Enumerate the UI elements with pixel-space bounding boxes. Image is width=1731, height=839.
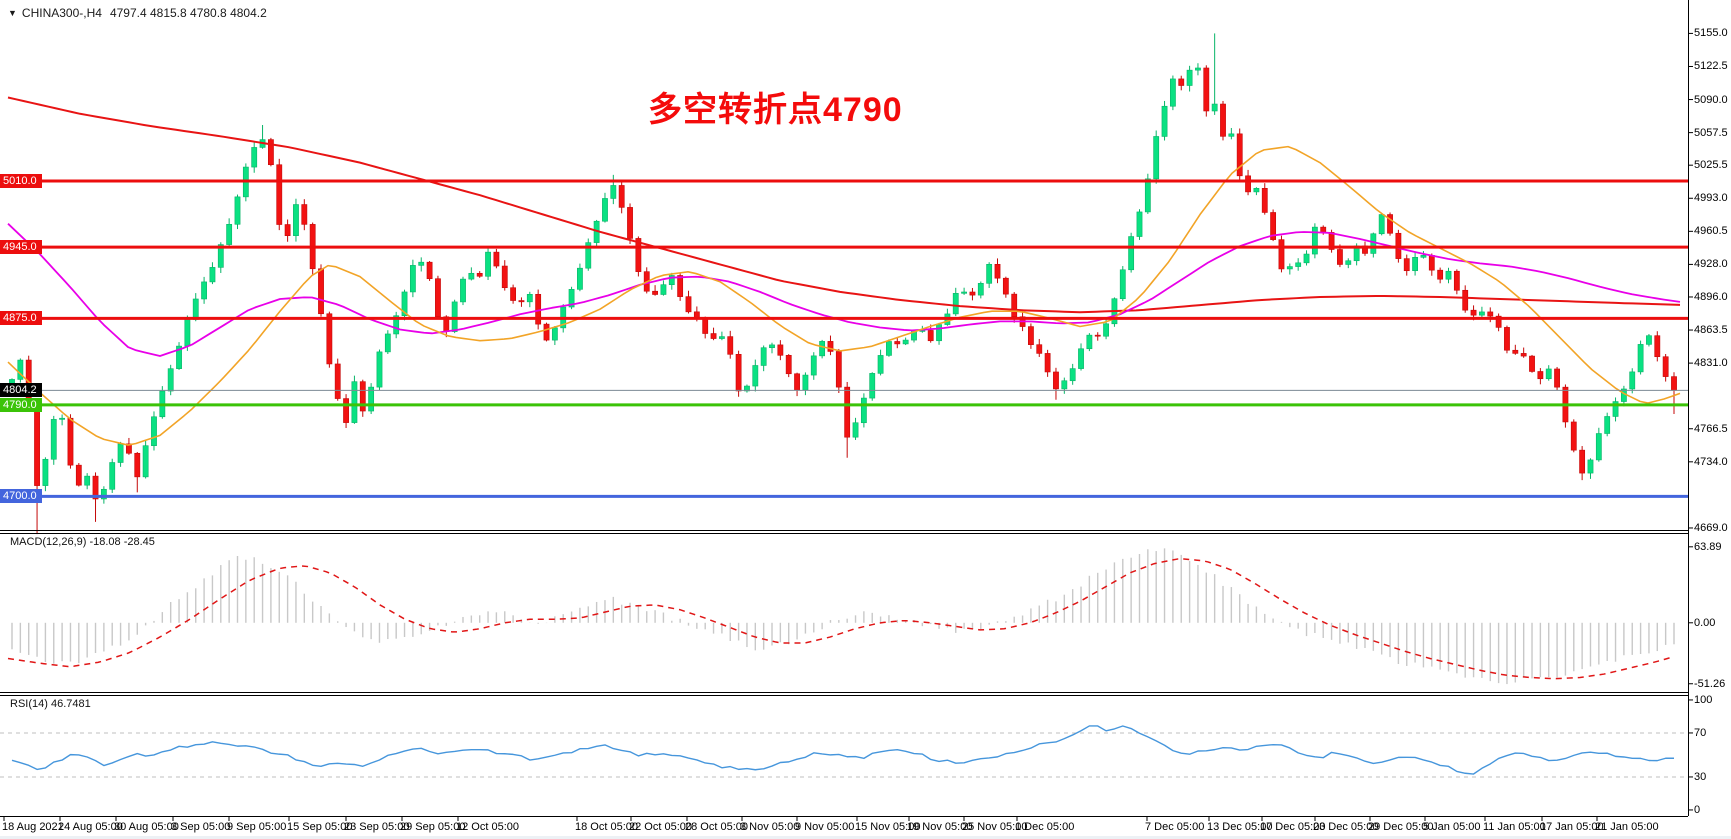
time-axis-label: 17 Jan 05:00 [1540, 821, 1604, 833]
current-price-label: 4804.2 [0, 383, 42, 398]
time-axis-label: 25 Nov 05:00 [962, 821, 1028, 833]
panel-borders [0, 0, 1689, 817]
macd-axis-label: -51.26 [1694, 677, 1726, 690]
price-axis-label: 4993.0 [1694, 192, 1728, 205]
hline-price-label: 4875.0 [0, 311, 42, 326]
time-axis-label: 15 Sep 05:00 [287, 821, 353, 833]
price-axis-label: 4669.0 [1694, 521, 1728, 534]
moving-average-ma-fast [7, 145, 1681, 446]
price-axis-label: 4831.0 [1694, 357, 1728, 370]
time-axis-label: 28 Oct 05:00 [685, 821, 748, 833]
moving-average-ma-slow [7, 96, 1681, 314]
macd-indicator-label: MACD(12,26,9) -18.08 -28.45 [10, 536, 155, 548]
time-axis-label: 1 Dec 05:00 [1015, 821, 1075, 833]
time-axis-label: 30 Aug 05:00 [114, 821, 179, 833]
price-axis-label: 5025.5 [1694, 159, 1728, 172]
price-axis-label: 4896.0 [1694, 290, 1728, 303]
hline-price-label: 4945.0 [0, 240, 42, 255]
time-axis-label: 7 Dec 05:00 [1145, 821, 1205, 833]
rsi-axis-label: 100 [1694, 693, 1713, 706]
time-axis-label: 19 Nov 05:00 [907, 821, 973, 833]
macd-axis-label: 63.89 [1694, 540, 1722, 553]
time-axis-label: 22 Oct 05:00 [629, 821, 692, 833]
time-axis-label: 13 Dec 05:00 [1207, 821, 1273, 833]
macd-signal-line [7, 558, 1671, 680]
time-axis-label: 9 Sep 05:00 [227, 821, 287, 833]
price-axis-label: 5057.5 [1694, 126, 1728, 139]
symbol-ohlc-values: 4797.4 4815.8 4780.8 4804.2 [109, 6, 267, 20]
rsi-levels [0, 732, 1688, 778]
price-axis-label: 5090.0 [1694, 93, 1728, 106]
macd-histogram-layer [11, 548, 1675, 685]
rsi-line [11, 725, 1674, 775]
time-axis-label: 29 Sep 05:00 [400, 821, 466, 833]
price-axis-label: 5155.0 [1694, 27, 1728, 40]
time-axis-label: 29 Dec 05:00 [1368, 821, 1434, 833]
time-axis-label: 11 Jan 05:00 [1483, 821, 1546, 833]
time-axis [3, 817, 1598, 821]
price-axis-label: 4734.0 [1694, 455, 1728, 468]
hline-price-label: 4700.0 [0, 489, 42, 504]
time-axis-label: 21 Jan 05:00 [1595, 821, 1659, 833]
annotation-text: 多空转折点4790 [648, 91, 903, 129]
time-axis-label: 18 Aug 2021 [2, 821, 64, 833]
rsi-indicator-label: RSI(14) 46.7481 [10, 698, 91, 710]
rsi-axis-label: 30 [1694, 770, 1707, 783]
time-axis-label: 9 Nov 05:00 [795, 821, 855, 833]
symbol-name: CHINA300-,H4 [21, 6, 102, 20]
time-axis-label: 15 Nov 05:00 [855, 821, 921, 833]
price-axis-label: 4863.5 [1694, 324, 1728, 337]
moving-average-ma-medium [7, 223, 1681, 357]
time-axis-label: 23 Sep 05:00 [344, 821, 410, 833]
time-axis-label: 5 Jan 05:00 [1423, 821, 1481, 833]
price-axis-label: 5122.5 [1694, 60, 1728, 73]
macd-axis-label: 0.00 [1694, 616, 1716, 629]
rsi-axis-label: 0 [1694, 803, 1701, 816]
symbol-dropdown-icon[interactable]: ▼ [8, 8, 17, 18]
price-axis-label: 4960.5 [1694, 225, 1728, 238]
rsi-axis-label: 70 [1694, 726, 1707, 739]
hline-price-label: 5010.0 [0, 173, 42, 188]
time-axis-label: 17 Dec 05:00 [1260, 821, 1326, 833]
time-axis-label: 23 Dec 05:00 [1313, 821, 1379, 833]
price-axis-label: 4928.0 [1694, 258, 1728, 271]
bottom-margin [0, 836, 1731, 839]
time-axis-label: 3 Sep 05:00 [171, 821, 231, 833]
symbol-header: ▼ CHINA300-,H4 4797.4 4815.8 4780.8 4804.2 [8, 6, 267, 20]
time-axis-label: 12 Oct 05:00 [456, 821, 519, 833]
time-axis-label: 24 Aug 05:00 [58, 821, 123, 833]
hline-price-label: 4790.0 [0, 397, 42, 412]
time-axis-label: 18 Oct 05:00 [575, 821, 638, 833]
price-axis-label: 4766.5 [1694, 422, 1728, 435]
time-axis-label: 3 Nov 05:00 [740, 821, 800, 833]
